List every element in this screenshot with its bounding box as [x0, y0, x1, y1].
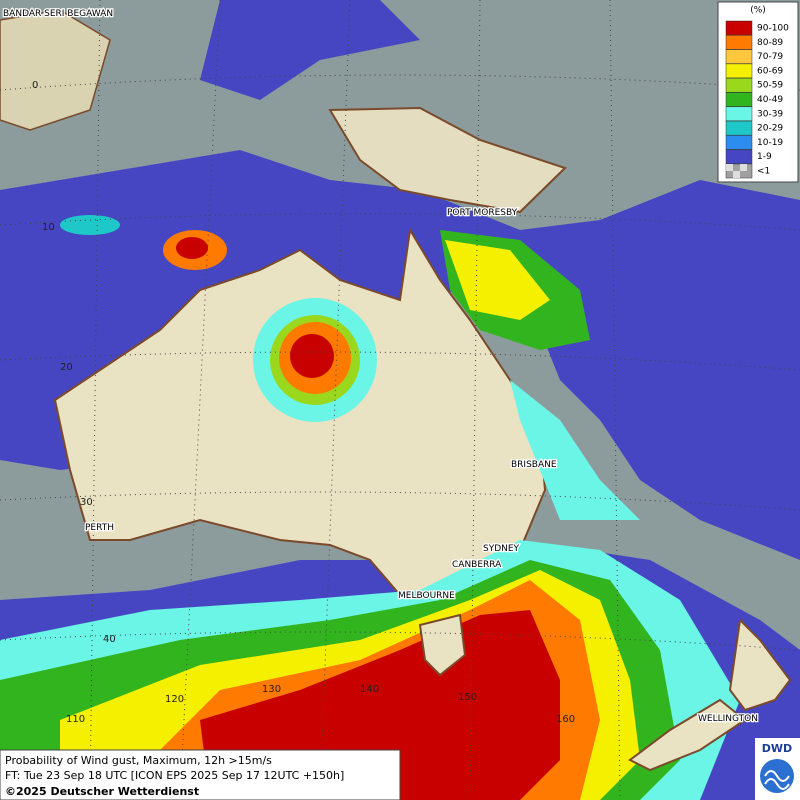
- legend-swatch: [725, 120, 753, 136]
- lat-label: 0: [32, 80, 38, 91]
- footer-forecast-time: FT: Tue 23 Sep 18 UTC [ICON EPS 2025 Sep…: [5, 769, 344, 782]
- precip-low: [200, 0, 420, 100]
- legend-label: <1: [757, 167, 770, 177]
- legend-label: 60-69: [757, 66, 783, 76]
- land-tasmania: [418, 613, 467, 677]
- legend-label: 90-100: [757, 24, 789, 34]
- precip-90: [176, 237, 208, 259]
- legend-swatch: [725, 20, 753, 36]
- lat-label: 10: [42, 222, 55, 233]
- precip-20: [60, 215, 120, 235]
- land-nz-north: [728, 617, 792, 712]
- legend-swatch-check: [726, 164, 733, 171]
- city-label: SYDNEY: [483, 544, 520, 554]
- legend-swatch: [725, 92, 753, 107]
- lat-label: 20: [60, 362, 73, 373]
- legend-label: 40-49: [757, 95, 783, 105]
- lon-label: 140: [360, 684, 379, 695]
- legend-label: 30-39: [757, 109, 783, 119]
- legend-swatch: [725, 135, 753, 150]
- lon-label: 130: [262, 684, 281, 695]
- legend-label: 10-19: [757, 138, 783, 148]
- lon-label: 160: [556, 714, 575, 725]
- legend-label: 1-9: [757, 152, 772, 162]
- precip-60: [445, 240, 550, 320]
- city-label: PORT MORESBY: [447, 208, 518, 218]
- legend-swatch: [725, 63, 753, 79]
- logo-text: DWD: [762, 742, 792, 755]
- logo-waves: [764, 770, 790, 790]
- lon-label: 150: [458, 692, 477, 703]
- legend-label: 50-59: [757, 81, 783, 91]
- legend-swatch-check: [733, 171, 740, 178]
- legend-swatch: [725, 35, 753, 50]
- legend-label: 70-79: [757, 52, 783, 62]
- city-label: WELLINGTON: [698, 714, 758, 724]
- precip-30: [510, 380, 640, 520]
- city-label: PERTH: [85, 523, 114, 533]
- land-borneo: [0, 9, 111, 131]
- land-nz-south: [628, 698, 747, 772]
- city-label: BANDAR SERI BEGAWAN: [3, 9, 113, 19]
- city-label: CANBERRA: [452, 560, 502, 570]
- legend-swatch: [725, 49, 753, 64]
- footer-product: Probability of Wind gust, Maximum, 12h >…: [5, 754, 272, 767]
- legend-label: 80-89: [757, 38, 783, 48]
- legend-swatch: [725, 149, 753, 164]
- legend-swatch: [725, 77, 753, 93]
- land-new-guinea: [328, 106, 567, 214]
- city-label: MELBOURNE: [398, 591, 455, 601]
- footer-copyright: ©2025 Deutscher Wetterdienst: [5, 785, 199, 798]
- lat-label: 40: [103, 634, 116, 645]
- precip-90: [290, 334, 334, 378]
- legend-label: 20-29: [757, 124, 783, 134]
- city-label: BRISBANE: [511, 460, 557, 470]
- legend-swatch: [725, 106, 753, 122]
- legend-swatch-check: [740, 164, 747, 171]
- legend-unit: (%): [750, 6, 766, 16]
- footer-box: [0, 749, 401, 800]
- legend: (%) 90-100 80-89 70-79 60-69 50-59 40-49 30-39…: [717, 1, 799, 183]
- lon-label: 120: [165, 694, 184, 705]
- lon-label: 110: [66, 714, 85, 725]
- lat-label: 30: [80, 497, 93, 508]
